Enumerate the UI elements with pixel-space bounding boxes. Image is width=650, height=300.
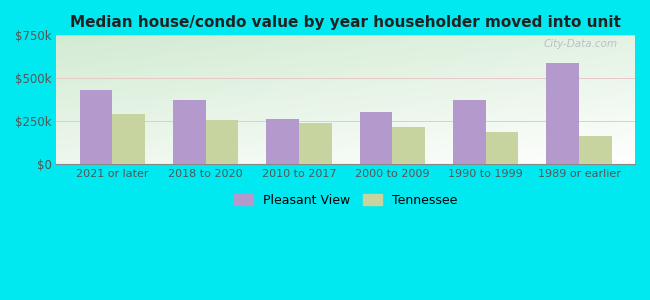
Legend: Pleasant View, Tennessee: Pleasant View, Tennessee <box>229 189 462 212</box>
Bar <box>266 119 299 164</box>
Bar <box>359 112 393 164</box>
Bar <box>486 132 518 164</box>
Bar <box>206 120 239 164</box>
Bar <box>299 123 332 164</box>
Text: City-Data.com: City-Data.com <box>543 39 618 49</box>
Bar <box>579 136 612 164</box>
Bar <box>393 127 425 164</box>
Bar <box>547 63 579 164</box>
Bar <box>453 100 486 164</box>
Title: Median house/condo value by year householder moved into unit: Median house/condo value by year househo… <box>70 15 621 30</box>
Bar <box>112 113 145 164</box>
Bar <box>173 100 206 164</box>
Bar <box>80 90 112 164</box>
